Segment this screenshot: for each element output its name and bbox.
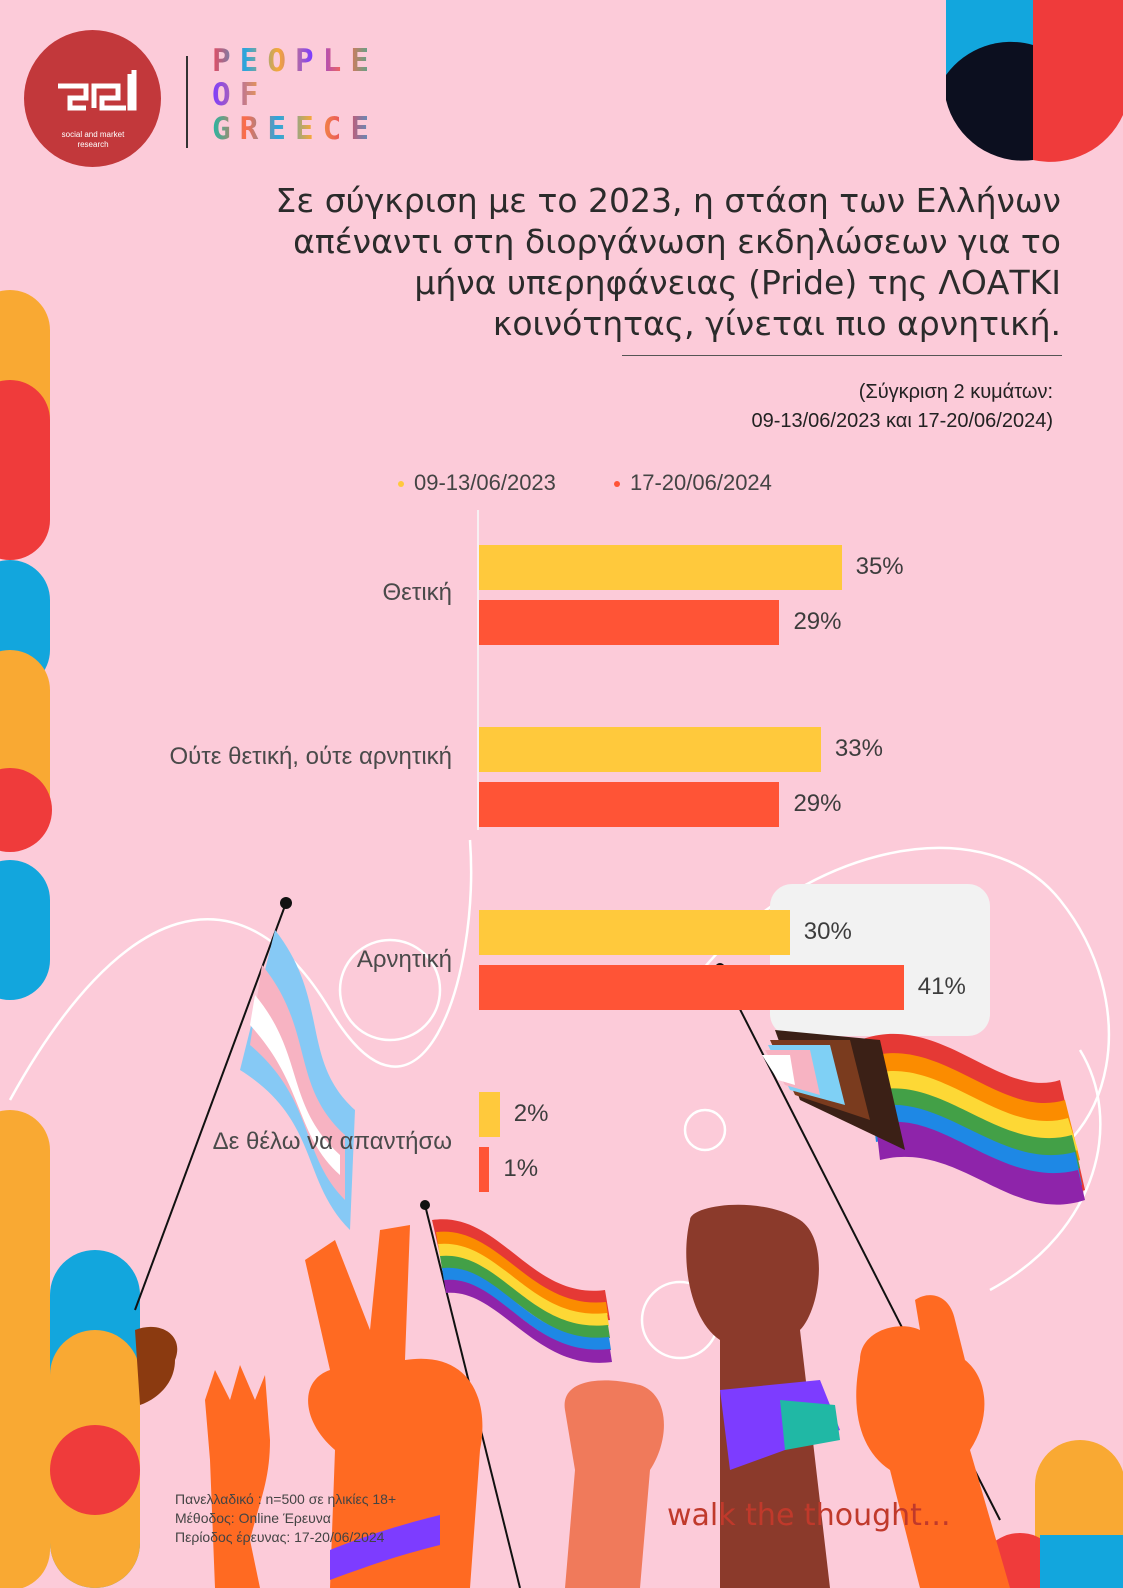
value-label-neutral-2024: 29%	[793, 790, 842, 817]
pog-word-of: OF	[212, 77, 268, 113]
category-label-positive: Θετική	[382, 579, 452, 606]
legend-swatch-2023	[398, 481, 404, 488]
value-label-positive-2024: 29%	[793, 608, 842, 635]
bar-no-answer-2023	[479, 1092, 500, 1137]
legend-label-2024: 17-20/06/2024	[630, 470, 772, 495]
value-label-neutral-2023: 33%	[834, 735, 883, 762]
logo-tagline: social and market research	[61, 130, 125, 149]
bar-negative-2024	[479, 965, 904, 1010]
value-label-no-answer-2023: 2%	[513, 1100, 549, 1127]
logo-mark	[58, 70, 137, 111]
legend-swatch-2024	[614, 481, 620, 488]
legend-label-2023: 09-13/06/2023	[414, 470, 556, 495]
bar-negative-2023	[479, 910, 790, 955]
comparison-note-line-1: (Σύγκριση 2 κυμάτων:	[858, 381, 1053, 403]
bar-no-answer-2024	[479, 1147, 490, 1192]
headline-divider	[622, 355, 1062, 356]
value-label-negative-2024: 41%	[917, 973, 966, 1000]
pog-word-people: PEOPLE	[212, 43, 378, 79]
bar-neutral-2024	[479, 782, 780, 827]
value-label-positive-2023: 35%	[855, 553, 904, 580]
pog-line-2: OF	[212, 78, 378, 112]
methodology-footer: Πανελλαδικό : n=500 σε ηλικίες 18+ Μέθοδ…	[175, 1490, 396, 1547]
tagline: walk the thought...	[667, 1498, 951, 1533]
legend-item-2024: 17-20/06/2024	[614, 470, 772, 496]
comparison-note: (Σύγκριση 2 κυμάτων: 09-13/06/2023 και 1…	[751, 378, 1053, 436]
legend-item-2023: 09-13/06/2023	[398, 470, 556, 496]
footer-period: Περίοδος έρευνας: 17-20/06/2024	[175, 1529, 385, 1545]
bar-positive-2024	[479, 600, 780, 645]
logo-divider	[186, 56, 188, 148]
pog-line-3: GREECE	[212, 112, 378, 146]
category-label-neutral: Ούτε θετική, ούτε αρνητική	[169, 743, 452, 770]
footer-method: Μέθοδος: Online Έρευνα	[175, 1510, 331, 1526]
comparison-note-line-2: 09-13/06/2023 και 17-20/06/2024)	[751, 410, 1053, 432]
bar-neutral-2023	[479, 727, 821, 772]
company-logo	[24, 30, 161, 167]
bar-positive-2023	[479, 545, 842, 590]
people-of-greece-logo: PEOPLE OF GREECE	[212, 44, 378, 146]
pog-word-greece: GREECE	[212, 111, 378, 147]
chart-axis-line	[477, 510, 479, 830]
footer-sample: Πανελλαδικό : n=500 σε ηλικίες 18+	[175, 1491, 397, 1507]
headline: Σε σύγκριση με το 2023, η στάση των Ελλή…	[275, 181, 1061, 343]
value-label-no-answer-2024: 1%	[503, 1155, 539, 1182]
category-label-no-answer: Δε θέλω να απαντήσω	[212, 1128, 452, 1155]
category-label-negative: Αρνητική	[356, 946, 452, 973]
pog-line-1: PEOPLE	[212, 44, 378, 78]
value-label-negative-2023: 30%	[803, 918, 852, 945]
